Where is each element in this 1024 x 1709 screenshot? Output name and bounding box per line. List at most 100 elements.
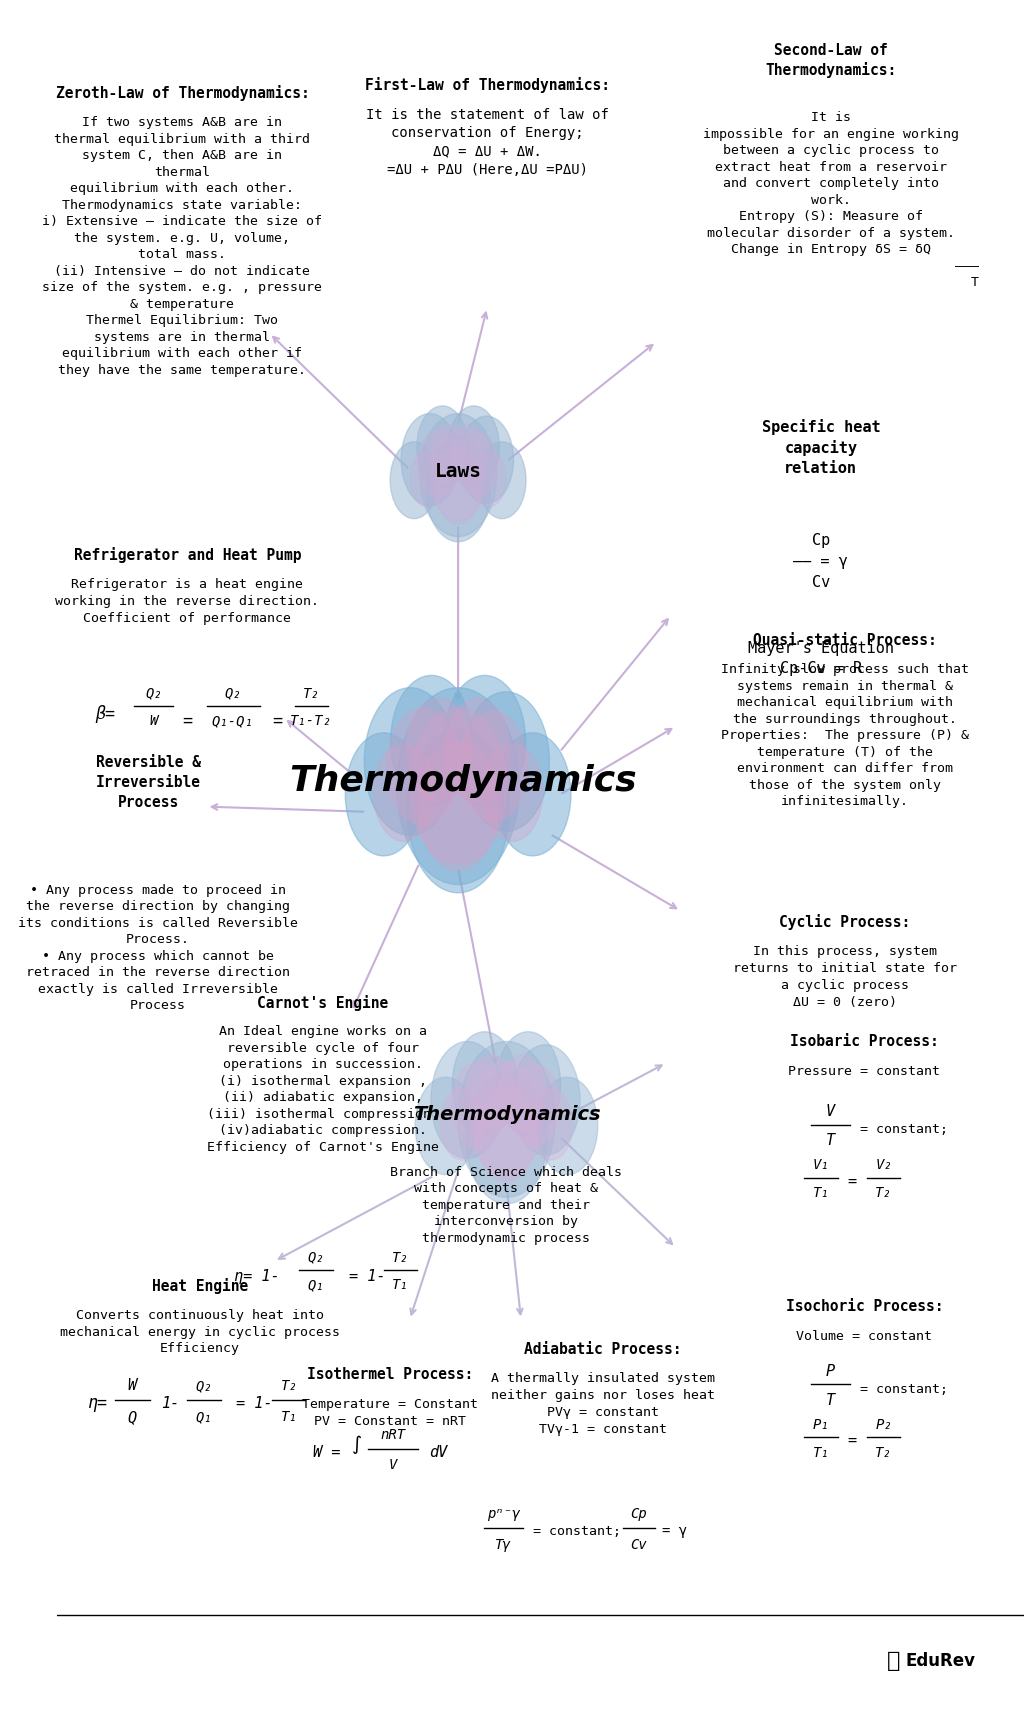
Text: Infinity slow process such that
systems remain in thermal &
mechanical equilibri: Infinity slow process such that systems … <box>721 663 969 808</box>
Text: Mayer's Equation
Cp-Cv = R: Mayer's Equation Cp-Cv = R <box>748 641 894 675</box>
Text: It is the statement of law of
conservation of Energy;
ΔQ = ΔU + ΔW.
=ΔU + PΔU (H: It is the statement of law of conservati… <box>366 108 608 176</box>
Ellipse shape <box>510 1065 560 1145</box>
Text: P₂: P₂ <box>876 1418 892 1432</box>
Text: W =: W = <box>313 1446 340 1459</box>
Text: Cv: Cv <box>631 1538 647 1552</box>
Ellipse shape <box>410 451 445 508</box>
Text: Cyclic Process:: Cyclic Process: <box>779 914 910 930</box>
Ellipse shape <box>511 1044 580 1155</box>
Ellipse shape <box>428 424 466 485</box>
Ellipse shape <box>467 1054 515 1131</box>
Ellipse shape <box>452 1061 505 1148</box>
Text: Quasi-static Process:: Quasi-static Process: <box>754 632 937 648</box>
Ellipse shape <box>418 740 499 870</box>
Ellipse shape <box>345 733 422 856</box>
Text: Volume = constant: Volume = constant <box>797 1330 933 1343</box>
Ellipse shape <box>390 675 472 807</box>
Text: Thermodynamics: Thermodynamics <box>413 1104 600 1125</box>
Ellipse shape <box>496 1032 560 1136</box>
Text: Q₁: Q₁ <box>307 1278 325 1292</box>
Text: T₂: T₂ <box>303 687 319 701</box>
Text: Isobaric Process:: Isobaric Process: <box>790 1034 939 1049</box>
Text: EduRev: EduRev <box>905 1653 976 1670</box>
Text: Thermodynamics: Thermodynamics <box>289 764 637 798</box>
Ellipse shape <box>460 415 514 502</box>
Ellipse shape <box>426 439 490 542</box>
Text: Tγ: Tγ <box>496 1538 512 1552</box>
Ellipse shape <box>471 451 506 508</box>
Text: P₁: P₁ <box>812 1418 829 1432</box>
Ellipse shape <box>538 1077 598 1174</box>
Ellipse shape <box>499 1054 546 1131</box>
Ellipse shape <box>453 1032 517 1136</box>
Ellipse shape <box>451 424 487 485</box>
Ellipse shape <box>477 1085 537 1181</box>
Text: V: V <box>389 1458 397 1471</box>
Text: ∫: ∫ <box>351 1434 361 1454</box>
Text: W: W <box>128 1377 136 1393</box>
Text: Adiabatic Process:: Adiabatic Process: <box>524 1342 682 1357</box>
Text: 🎓: 🎓 <box>887 1651 900 1671</box>
Ellipse shape <box>420 414 497 537</box>
Ellipse shape <box>407 699 471 803</box>
Text: If two systems A&B are in
thermal equilibrium with a third
system C, then A&B ar: If two systems A&B are in thermal equili… <box>42 116 323 376</box>
Text: Carnot's Engine: Carnot's Engine <box>257 995 388 1010</box>
Text: = constant;: = constant; <box>859 1123 947 1136</box>
Text: V₁: V₁ <box>812 1159 829 1172</box>
Ellipse shape <box>471 1061 543 1178</box>
Text: T₂: T₂ <box>876 1186 892 1200</box>
Ellipse shape <box>365 687 457 836</box>
Text: Zeroth-Law of Thermodynamics:: Zeroth-Law of Thermodynamics: <box>55 85 309 101</box>
Text: =: = <box>847 1434 856 1448</box>
Text: = constant;: = constant; <box>859 1383 947 1396</box>
Ellipse shape <box>440 1089 484 1160</box>
Ellipse shape <box>449 407 500 489</box>
Text: = γ: = γ <box>663 1524 687 1538</box>
Text: η=: η= <box>88 1395 108 1412</box>
Text: Q₂: Q₂ <box>224 687 241 701</box>
Text: Isothermel Process:: Isothermel Process: <box>307 1367 473 1383</box>
Text: Cp
—— = γ
Cv: Cp —— = γ Cv <box>794 533 848 590</box>
Text: Refrigerator and Heat Pump: Refrigerator and Heat Pump <box>74 547 301 562</box>
Text: T₁-T₂: T₁-T₂ <box>290 714 332 728</box>
Text: A thermally insulated system
neither gains nor loses heat
PVγ = constant
TVγ-1 =: A thermally insulated system neither gai… <box>492 1372 715 1436</box>
Text: T: T <box>826 1393 836 1408</box>
Text: Refrigerator is a heat engine
working in the reverse direction.
Coefficient of p: Refrigerator is a heat engine working in… <box>55 578 319 625</box>
Ellipse shape <box>458 432 498 496</box>
Ellipse shape <box>417 407 468 489</box>
Text: pⁿ⁻γ: pⁿ⁻γ <box>486 1507 520 1521</box>
Ellipse shape <box>459 711 527 822</box>
Text: =: = <box>272 713 283 730</box>
Text: T₁: T₁ <box>281 1410 297 1424</box>
Text: =: = <box>182 713 193 730</box>
Text: V: V <box>826 1104 836 1119</box>
Text: Q₂: Q₂ <box>196 1379 212 1393</box>
Ellipse shape <box>431 1041 504 1159</box>
Ellipse shape <box>407 728 509 892</box>
Text: Laws: Laws <box>434 461 481 482</box>
Text: T₁: T₁ <box>812 1446 829 1459</box>
Text: nRT: nRT <box>381 1429 406 1442</box>
Ellipse shape <box>463 692 550 831</box>
Text: Reversible &
Irreversible
Process: Reversible & Irreversible Process <box>96 755 201 810</box>
Ellipse shape <box>458 1041 555 1198</box>
Text: Q₂: Q₂ <box>145 687 162 701</box>
Text: T: T <box>826 1133 836 1148</box>
Ellipse shape <box>415 1077 476 1174</box>
Text: P: P <box>826 1364 836 1379</box>
Text: dV: dV <box>429 1446 447 1459</box>
Text: T₂: T₂ <box>281 1379 297 1393</box>
Text: Branch of Science which deals
with concepts of heat &
temperature and their
inte: Branch of Science which deals with conce… <box>390 1166 623 1244</box>
Text: T₁: T₁ <box>812 1186 829 1200</box>
Text: Pressure = constant: Pressure = constant <box>788 1065 940 1078</box>
Text: = constant;: = constant; <box>532 1524 621 1538</box>
Ellipse shape <box>528 1089 572 1160</box>
Ellipse shape <box>466 1073 547 1203</box>
Text: η= 1-: η= 1- <box>233 1270 280 1283</box>
Ellipse shape <box>443 675 525 807</box>
Text: Heat Engine: Heat Engine <box>152 1278 248 1294</box>
Text: 1-: 1- <box>161 1396 179 1410</box>
Text: Cp: Cp <box>631 1507 647 1521</box>
Ellipse shape <box>435 449 481 525</box>
Text: β=: β= <box>95 706 116 723</box>
